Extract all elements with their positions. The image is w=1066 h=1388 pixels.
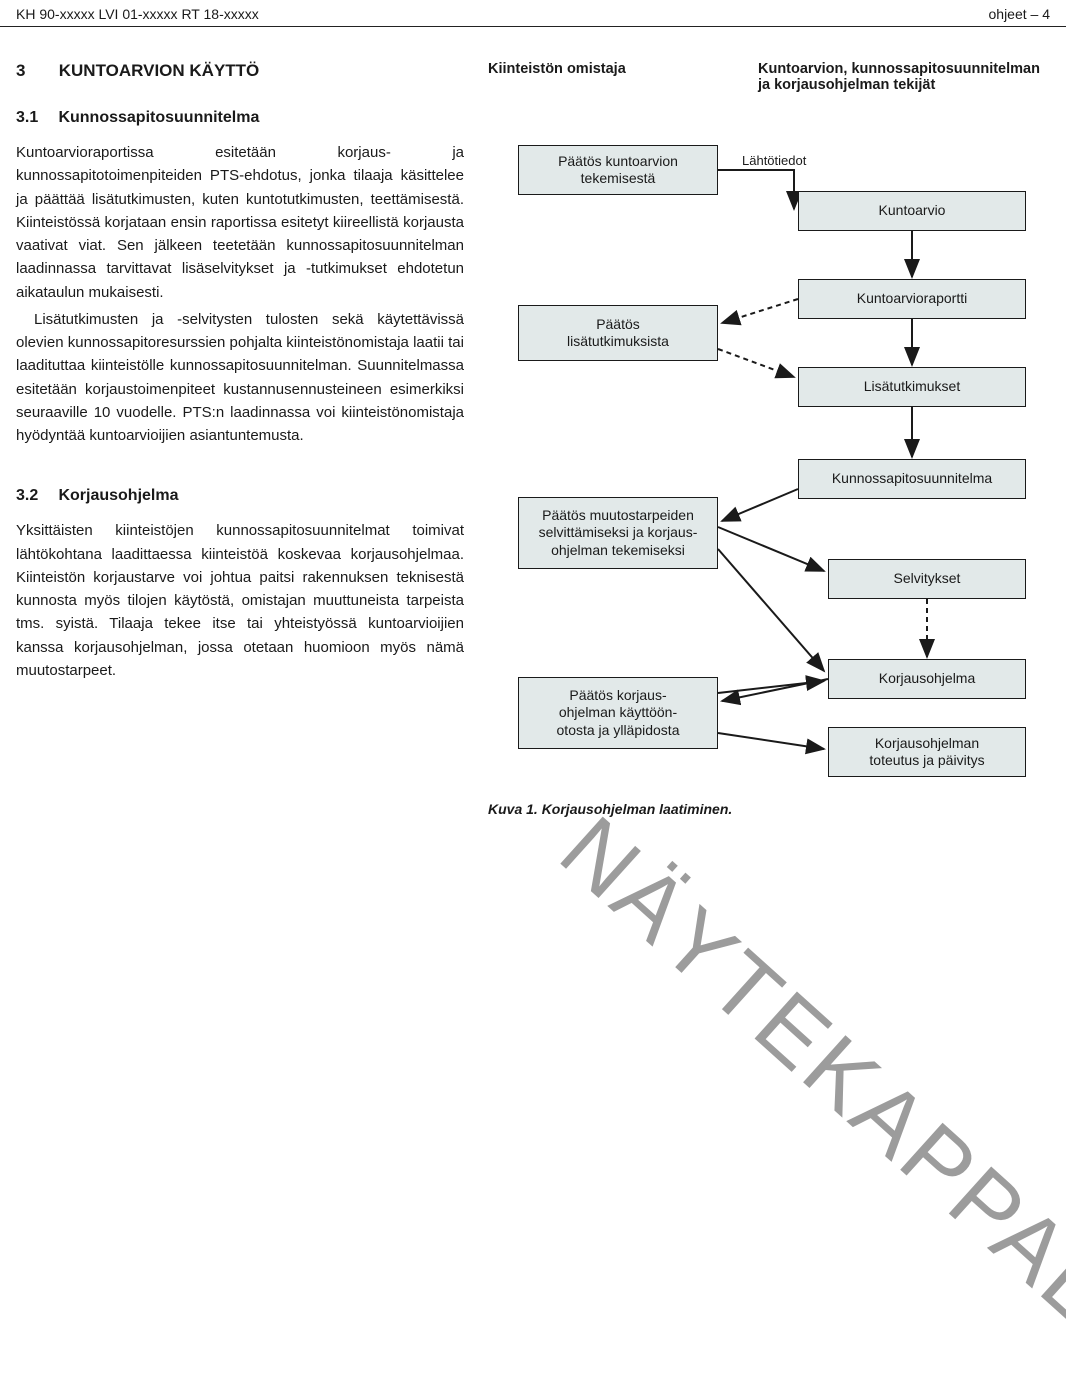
left-column: 3 KUNTOARVION KÄYTTÖ 3.1 Kunnossapitosuu… bbox=[16, 61, 464, 801]
subsection-number: 3.1 bbox=[16, 109, 54, 127]
subsection-3-2: 3.2 Korjausohjelma bbox=[16, 487, 464, 505]
flowchart: Lähtötiedot Kuva 1. Korjausohjelman laat… bbox=[488, 101, 1050, 801]
paragraph: Lisätutkimusten ja -selvitysten tulosten… bbox=[16, 308, 464, 448]
flow-node-n4: Päätös lisätutkimuksista bbox=[518, 305, 718, 361]
subsection-title: Kunnossapitosuunnitelma bbox=[58, 109, 259, 126]
flow-node-n9: Korjausohjelma bbox=[828, 659, 1026, 699]
flow-node-n2: Kuntoarvio bbox=[798, 191, 1026, 231]
header-right: ohjeet – 4 bbox=[989, 6, 1051, 22]
flow-headers: Kiinteistön omistaja Kuntoarvion, kunnos… bbox=[488, 61, 1050, 93]
flow-node-n10: Päätös korjaus- ohjelman käyttöön- otost… bbox=[518, 677, 718, 749]
watermark: NÄYTEKAPPALE bbox=[540, 797, 1066, 1388]
header-left: KH 90-xxxxx LVI 01-xxxxx RT 18-xxxxx bbox=[16, 6, 259, 22]
paragraph: Kuntoarvioraportissa esitetään korjaus- … bbox=[16, 141, 464, 304]
paragraph: Yksittäisten kiinteistöjen kunnossapitos… bbox=[16, 519, 464, 682]
flow-node-n6: Kunnossapitosuunnitelma bbox=[798, 459, 1026, 499]
flow-header-right: Kuntoarvion, kunnossapito­suunnitelman j… bbox=[758, 61, 1050, 93]
section-heading: 3 KUNTOARVION KÄYTTÖ bbox=[16, 61, 464, 81]
flow-node-n7: Päätös muutostarpeiden selvittämiseksi j… bbox=[518, 497, 718, 569]
page-header: KH 90-xxxxx LVI 01-xxxxx RT 18-xxxxx ohj… bbox=[0, 0, 1066, 27]
flow-header-left: Kiinteistön omistaja bbox=[488, 61, 758, 93]
section-number: 3 bbox=[16, 61, 54, 81]
section-title: KUNTOARVION KÄYTTÖ bbox=[59, 61, 260, 80]
content: 3 KUNTOARVION KÄYTTÖ 3.1 Kunnossapitosuu… bbox=[0, 27, 1066, 801]
subsection-number: 3.2 bbox=[16, 487, 54, 505]
flow-node-n1: Päätös kuntoarvion tekemisestä bbox=[518, 145, 718, 195]
flow-node-n8: Selvitykset bbox=[828, 559, 1026, 599]
caption-text: Kuva 1. Korjausohjelman laatiminen. bbox=[488, 801, 732, 817]
right-column: Kiinteistön omistaja Kuntoarvion, kunnos… bbox=[488, 61, 1050, 801]
subsection-3-1: 3.1 Kunnossapitosuunnitelma bbox=[16, 109, 464, 127]
flow-node-n3: Kuntoarvioraportti bbox=[798, 279, 1026, 319]
flow-node-n11: Korjausohjelman toteutus ja päivitys bbox=[828, 727, 1026, 777]
flow-caption: Kuva 1. Korjausohjelman laatiminen. bbox=[488, 801, 732, 817]
edge-label-lahtotiedot: Lähtötiedot bbox=[742, 153, 806, 168]
subsection-title: Korjausohjelma bbox=[58, 487, 178, 504]
flow-node-n5: Lisätutkimukset bbox=[798, 367, 1026, 407]
